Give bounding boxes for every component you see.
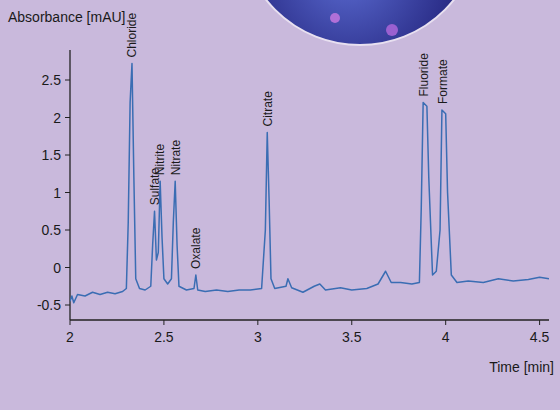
peak-label: Oxalate [189,227,203,269]
peak-label: Chloride [125,12,139,57]
peak-label: Citrate [261,91,275,127]
x-tick-label: 3.5 [342,329,362,345]
x-tick [539,320,540,325]
x-tick [163,320,164,325]
peak-label: Nitrite [153,144,167,176]
y-tick-label: 2.5 [42,72,62,88]
chromatogram-line [70,64,549,303]
y-tick [65,192,70,193]
y-tick-label: 0 [53,260,61,276]
peak-label: Nitrate [169,140,183,176]
peak-label: Formate [436,59,450,104]
y-tick [65,117,70,118]
x-tick [445,320,446,325]
x-axis [70,319,549,320]
x-axis-title: Time [min] [489,359,554,375]
y-tick [65,155,70,156]
y-tick [65,80,70,81]
x-tick-label: 3 [254,329,262,345]
x-tick-label: 2.5 [154,329,174,345]
x-tick-label: 2 [66,329,74,345]
y-tick [65,305,70,306]
decoration [386,24,398,36]
x-tick [70,320,71,325]
y-axis [69,50,70,320]
y-tick-label: 1 [53,185,61,201]
y-axis-title: Absorbance [mAU] [8,9,126,25]
x-tick-label: 4 [442,329,450,345]
decoration [240,0,480,45]
y-tick-label: 0.5 [42,222,62,238]
y-tick-label: 1.5 [42,147,62,163]
x-tick-label: 4.5 [530,329,550,345]
decoration [330,13,340,23]
y-tick [65,267,70,268]
chart: -0.5 0 0.5 1 1.5 2 2.5 2 2.5 3 3.5 4 4.5 Absorbance [… [0,0,560,410]
x-tick [257,320,258,325]
axes: -0.5 0 0.5 1 1.5 2 2.5 2 2.5 3 3.5 4 4.5 [37,50,550,345]
y-tick [65,230,70,231]
x-tick [351,320,352,325]
y-tick-label: 2 [53,110,61,126]
y-tick-label: -0.5 [37,297,61,313]
peak-label: Fluoride [417,53,431,97]
plot-area [70,64,549,303]
